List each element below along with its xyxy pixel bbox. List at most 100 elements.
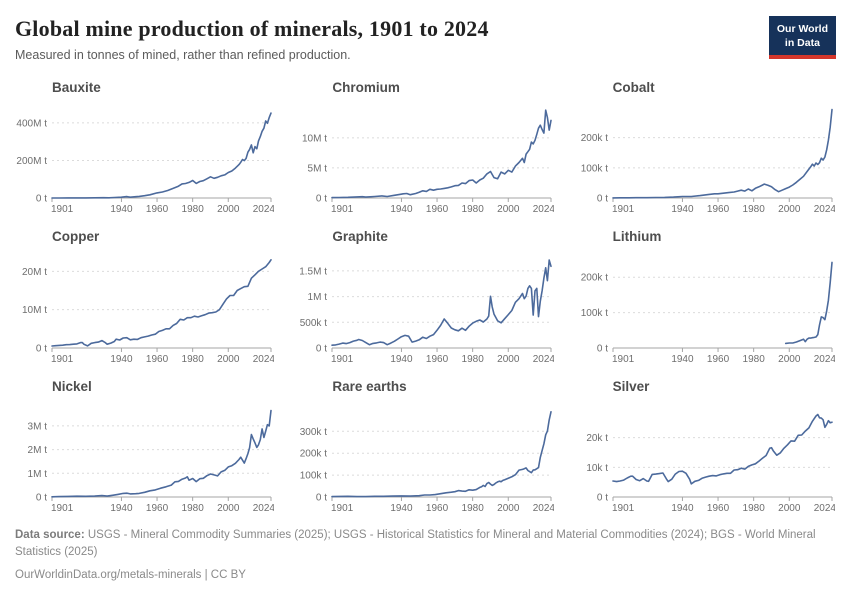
svg-text:2024: 2024 [533,354,554,365]
svg-text:0 t: 0 t [36,343,47,354]
svg-text:10M t: 10M t [302,134,327,145]
data-line-lithium [784,261,833,344]
svg-text:2024: 2024 [813,503,834,514]
svg-text:1980: 1980 [742,204,765,215]
chart-panel-bauxite: Bauxite 0 t 200M t 400M t 1901 1940 1960 1980 20… [12,80,276,218]
data-line-silver [611,413,833,485]
svg-text:1940: 1940 [110,503,133,514]
data-line-copper [51,258,272,347]
svg-text:2024: 2024 [533,503,554,514]
svg-text:1980: 1980 [462,354,485,365]
svg-text:10k t: 10k t [586,463,608,474]
owid-logo: Our World in Data [768,16,836,60]
svg-text:5M t: 5M t [308,164,328,175]
svg-text:500k t: 500k t [300,317,327,328]
chart-panel-cobalt: Cobalt 0 t 100k t 200k t 1901 1940 1960 1980 200… [573,80,837,218]
chart-panel-nickel: Nickel 0 t 1M t 2M t 3M t 1901 1940 1960 1980 200… [12,379,276,517]
chart-title-copper: Copper [52,229,100,245]
svg-text:1960: 1960 [146,354,169,365]
chart-title-nickel: Nickel [52,378,92,394]
svg-text:0 t: 0 t [36,194,47,205]
data-line-bauxite [51,112,272,200]
svg-text:1940: 1940 [671,204,694,215]
svg-text:1901: 1901 [612,354,635,365]
svg-text:1901: 1901 [51,354,74,365]
page-subtitle: Measured in tonnes of mined, rather than… [15,48,351,63]
svg-text:0 t: 0 t [316,492,327,503]
footer: Data source: USGS - Mineral Commodity Su… [0,517,843,585]
chart-title-bauxite: Bauxite [52,80,101,96]
chart-canvas-copper: 0 t 10M t 20M t 1901 1940 1960 1980 2000 2024 [22,258,274,365]
svg-text:200M t: 200M t [16,156,47,167]
svg-text:1901: 1901 [51,503,74,514]
svg-text:0 t: 0 t [597,492,608,503]
svg-text:1980: 1980 [742,354,765,365]
svg-text:2000: 2000 [497,503,520,514]
svg-text:10M t: 10M t [22,305,47,316]
svg-text:1901: 1901 [331,204,354,215]
data-line-graphite [331,258,553,346]
svg-text:1960: 1960 [707,503,730,514]
data-source-line: Data source: USGS - Mineral Commodity Su… [15,527,827,562]
svg-text:1940: 1940 [671,354,694,365]
svg-text:100k t: 100k t [580,164,607,175]
svg-text:0 t: 0 t [316,194,327,205]
svg-text:300k t: 300k t [300,427,327,438]
chart-title-cobalt: Cobalt [612,80,655,96]
chart-canvas-rare-earths: 0 t 100k t 200k t 300k t 1901 1940 1960 1980 200… [300,410,554,514]
data-line-chromium [331,109,553,199]
chart-panel-silver: Silver 0 t 10k t 20k t 1901 1940 1960 1980 2000 2… [573,379,837,517]
chart-canvas-nickel: 0 t 1M t 2M t 3M t 1901 1940 1960 1980 2000 2024 [28,409,274,514]
svg-text:0 t: 0 t [597,343,608,354]
chart-panel-copper: Copper 0 t 10M t 20M t 1901 1940 1960 1980 2000 2… [12,229,276,367]
svg-text:1940: 1940 [391,204,414,215]
svg-text:1901: 1901 [331,354,354,365]
svg-text:2000: 2000 [217,204,240,215]
svg-text:0 t: 0 t [36,492,47,503]
svg-text:1980: 1980 [462,204,485,215]
chart-canvas-silver: 0 t 10k t 20k t 1901 1940 1960 1980 2000 2024 [586,413,835,514]
svg-text:1M t: 1M t [308,292,328,303]
owid-logo-line1: Our World [776,23,828,35]
data-line-cobalt [611,109,833,200]
svg-text:100k t: 100k t [580,308,607,319]
chart-canvas-lithium: 0 t 100k t 200k t 1901 1940 1960 1980 2000 2024 [580,261,835,365]
chart-canvas-cobalt: 0 t 100k t 200k t 1901 1940 1960 1980 2000 2024 [580,109,835,215]
header: Global mine production of minerals, 1901… [0,0,850,62]
svg-text:1980: 1980 [462,503,485,514]
svg-text:2000: 2000 [778,503,801,514]
chart-panel-chromium: Chromium 0 t 5M t 10M t 1901 1940 1960 1980 2000… [292,80,556,218]
svg-text:2000: 2000 [497,204,520,215]
chart-panel-lithium: Lithium 0 t 100k t 200k t 1901 1940 1960 1980 20… [573,229,837,367]
svg-text:2000: 2000 [497,354,520,365]
svg-text:1960: 1960 [426,204,449,215]
chart-title-graphite: Graphite [332,229,388,245]
svg-text:20k t: 20k t [586,433,608,444]
small-multiples-grid: Bauxite 0 t 200M t 400M t 1901 1940 1960 1980 20… [0,62,850,517]
data-line-rare-earths [331,410,553,498]
svg-text:1960: 1960 [707,354,730,365]
chart-panel-rare-earths: Rare earths 0 t 100k t 200k t 300k t 1901 1940… [292,379,556,517]
svg-text:1M t: 1M t [28,469,48,480]
data-source-text: USGS - Mineral Commodity Summaries (2025… [15,528,816,559]
svg-text:2000: 2000 [778,204,801,215]
svg-text:200k t: 200k t [580,272,607,283]
svg-text:1960: 1960 [426,354,449,365]
chart-title-silver: Silver [612,378,650,394]
chart-canvas-chromium: 0 t 5M t 10M t 1901 1940 1960 1980 2000 2024 [302,109,554,215]
svg-text:1901: 1901 [612,204,635,215]
chart-title-lithium: Lithium [612,229,662,245]
svg-text:1940: 1940 [110,354,133,365]
svg-text:2000: 2000 [217,354,240,365]
svg-text:1980: 1980 [182,204,205,215]
svg-text:200k t: 200k t [300,449,327,460]
svg-text:3M t: 3M t [28,421,48,432]
svg-text:400M t: 400M t [16,119,47,130]
owid-logo-line2: in Data [784,36,820,49]
header-text-block: Global mine production of minerals, 1901… [15,16,489,62]
svg-text:1980: 1980 [742,503,765,514]
svg-text:2024: 2024 [253,204,274,215]
svg-text:1940: 1940 [391,503,414,514]
chart-canvas-graphite: 0 t 500k t 1M t 1.5M t 1901 1940 1960 1980 2000 2… [300,258,554,365]
